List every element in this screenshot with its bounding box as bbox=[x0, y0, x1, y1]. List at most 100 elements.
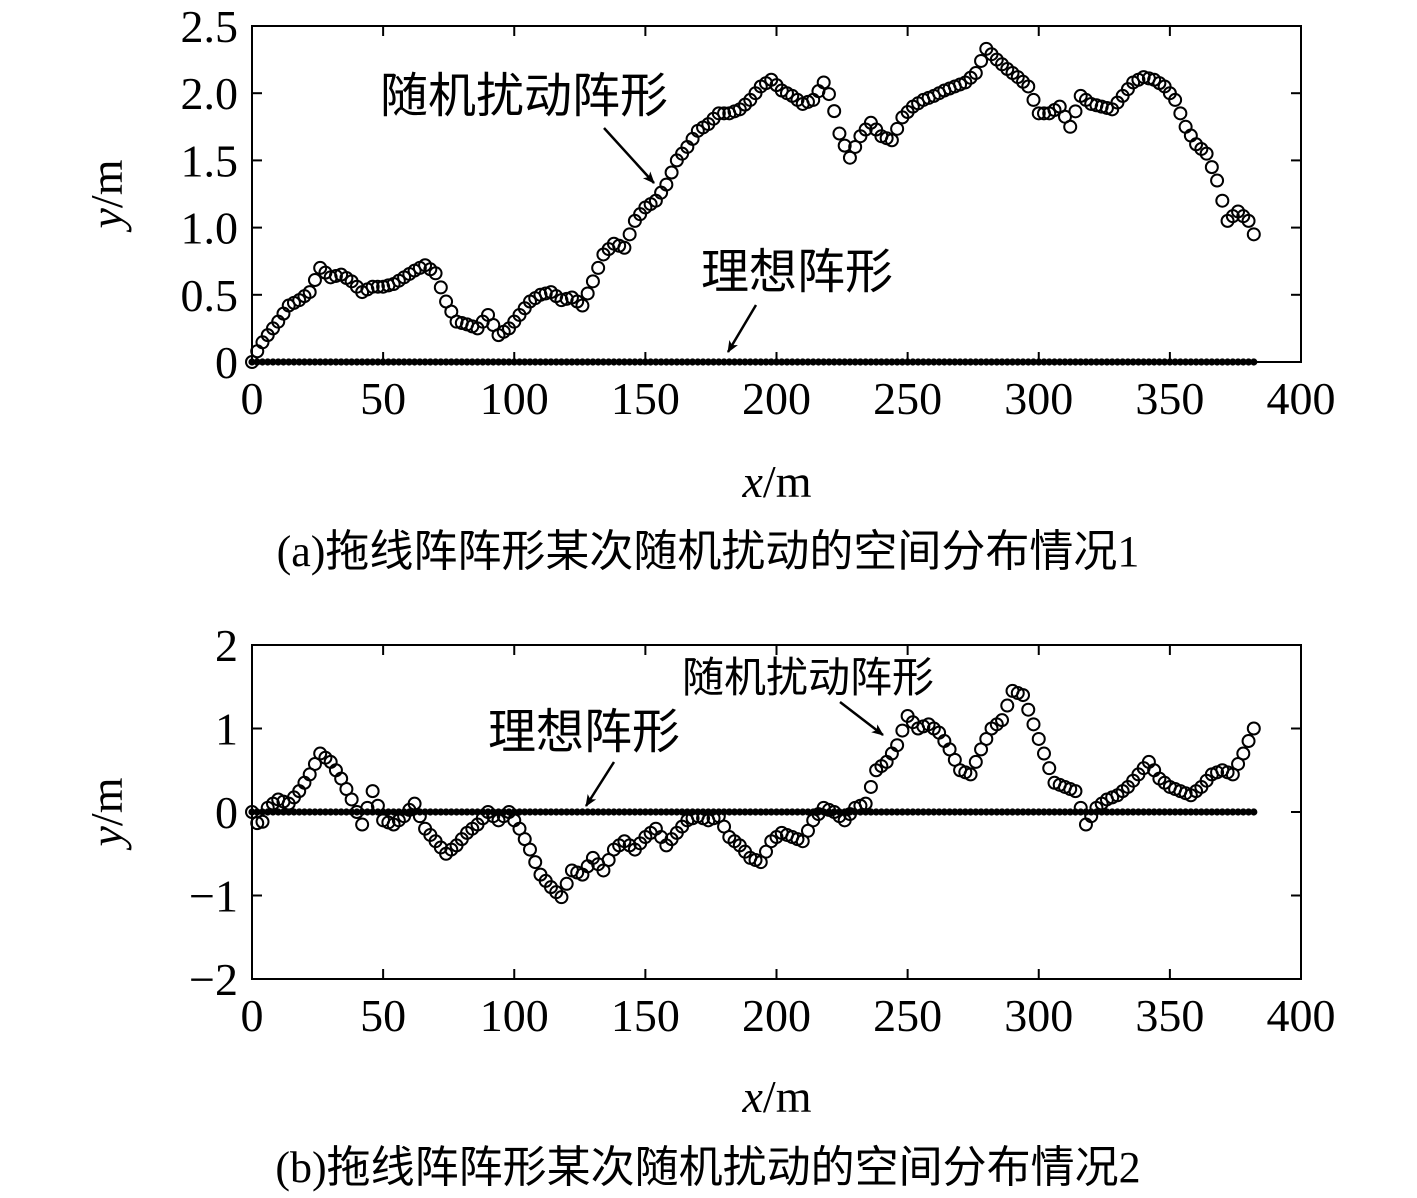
chart-b-point-ideal bbox=[400, 808, 408, 816]
chart-b-point-ideal bbox=[1056, 808, 1064, 816]
chart-b-point-disturbed bbox=[1241, 734, 1256, 749]
chart-a-point-ideal bbox=[369, 358, 377, 366]
chart-b-point-ideal bbox=[825, 808, 833, 816]
chart-a-point-ideal bbox=[788, 358, 796, 366]
chart-a-point-ideal bbox=[1113, 358, 1122, 366]
chart-a-point-ideal bbox=[930, 358, 938, 366]
chart-a-point-ideal bbox=[636, 358, 644, 366]
chart-a-point-ideal bbox=[1056, 358, 1064, 366]
chart-a-point-ideal bbox=[557, 358, 566, 366]
chart-b-point-disturbed bbox=[1068, 784, 1083, 799]
chart-b-point-ideal bbox=[463, 808, 471, 816]
chart-a-point-ideal bbox=[699, 358, 707, 366]
chart-a-point-ideal bbox=[945, 358, 954, 366]
chart-a-point-ideal bbox=[725, 358, 733, 366]
chart-b-point-ideal bbox=[673, 808, 681, 816]
chart-b-point-ideal bbox=[809, 808, 817, 816]
chart-a-point-ideal bbox=[846, 358, 854, 366]
chart-b-point-disturbed bbox=[995, 713, 1010, 728]
chart-b-point-ideal bbox=[379, 808, 387, 816]
chart-a-point-ideal bbox=[426, 358, 434, 366]
chart-b-ytick-label: 1 bbox=[215, 704, 238, 755]
chart-b-point-ideal bbox=[584, 808, 592, 816]
chart-b-point-ideal bbox=[363, 808, 371, 816]
chart-a-point-ideal bbox=[258, 358, 267, 366]
chart-b-point-ideal bbox=[877, 808, 886, 816]
chart-a-point-ideal bbox=[353, 358, 361, 366]
chart-a-point-ideal bbox=[851, 358, 859, 366]
chart-b-point-ideal bbox=[405, 808, 413, 816]
chart-b-point-ideal bbox=[814, 808, 823, 816]
chart-a-point-ideal bbox=[940, 358, 948, 366]
chart-b-point-ideal bbox=[321, 808, 330, 816]
chart-a-point-ideal bbox=[563, 358, 571, 366]
chart-b-point-disturbed bbox=[1246, 721, 1261, 736]
chart-b-point-ideal bbox=[1134, 808, 1143, 816]
chart-a-point-disturbed bbox=[1068, 104, 1083, 119]
chart-b-point-ideal bbox=[904, 808, 912, 816]
chart-b-point-ideal bbox=[437, 808, 445, 816]
chart-a-point-ideal bbox=[704, 358, 712, 366]
chart-b-point-ideal bbox=[1171, 808, 1179, 816]
chart-b-ytick-label: 2 bbox=[215, 620, 238, 671]
chart-b-point-ideal bbox=[1150, 808, 1158, 816]
chart-a-xtick-label: 150 bbox=[611, 373, 680, 424]
chart-b-point-ideal bbox=[390, 808, 398, 816]
chart-a-point-ideal bbox=[274, 358, 282, 366]
chart-b-point-disturbed bbox=[344, 792, 359, 807]
chart-a-point-ideal bbox=[888, 358, 896, 366]
chart-b-point-ideal bbox=[919, 808, 927, 816]
chart-a-xlabel: x/m bbox=[742, 456, 812, 507]
chart-b-point-ideal bbox=[757, 808, 765, 816]
chart-a-point-ideal bbox=[1019, 358, 1027, 366]
chart-b-point-ideal bbox=[1234, 808, 1242, 816]
chart-a-point-ideal bbox=[300, 358, 309, 366]
chart-b-point-ideal bbox=[730, 808, 739, 816]
chart-b-point-ideal bbox=[1239, 808, 1247, 816]
chart-a-point-ideal bbox=[835, 358, 844, 366]
chart-b-point-ideal bbox=[683, 808, 691, 816]
chart-b-xtick-label: 400 bbox=[1267, 990, 1336, 1041]
chart-a-point-ideal bbox=[1171, 358, 1179, 366]
chart-b-point-ideal bbox=[468, 808, 476, 816]
chart-b-point-ideal bbox=[269, 808, 277, 816]
chart-a-point-ideal bbox=[1050, 358, 1059, 366]
chart-b-point-ideal bbox=[431, 808, 440, 816]
chart-b-point-ideal bbox=[489, 808, 497, 816]
chart-b-point-disturbed bbox=[1000, 698, 1015, 713]
chart-b-point-ideal bbox=[594, 808, 602, 816]
chart-a-point-ideal bbox=[746, 358, 754, 366]
chart-b-point-ideal bbox=[563, 808, 571, 816]
chart-a-point-disturbed bbox=[250, 344, 265, 359]
chart-b-point-disturbed bbox=[522, 842, 537, 857]
chart-a-point-ideal bbox=[620, 358, 628, 366]
chart-a-point-ideal bbox=[395, 358, 403, 366]
chart-a-points-ideal bbox=[248, 358, 1258, 366]
chart-b-point-ideal bbox=[374, 808, 382, 816]
chart-a-point-ideal bbox=[468, 358, 476, 366]
chart-b-point-ideal bbox=[1124, 808, 1132, 816]
chart-a-point-ideal bbox=[1182, 358, 1190, 366]
chart-a-point-ideal bbox=[694, 358, 702, 366]
chart-a-point-ideal bbox=[1229, 358, 1237, 366]
chart-b-point-ideal bbox=[699, 808, 707, 816]
chart-a-point-ideal bbox=[1129, 358, 1137, 366]
chart-a-point-disturbed bbox=[1173, 106, 1188, 121]
chart-a-point-ideal bbox=[285, 358, 293, 366]
chart-a-point-ideal bbox=[657, 358, 665, 366]
chart-a-point-ideal bbox=[919, 358, 927, 366]
chart-a-point-ideal bbox=[673, 358, 681, 366]
chart-a-point-ideal bbox=[463, 358, 471, 366]
chart-a-point-disturbed bbox=[827, 104, 842, 119]
chart-b-point-ideal bbox=[578, 808, 587, 816]
chart-a-point-ideal bbox=[778, 358, 786, 366]
chart-a-point-ideal bbox=[1161, 358, 1169, 366]
chart-a-point-ideal bbox=[751, 358, 760, 366]
chart-a-point-ideal bbox=[809, 358, 817, 366]
chart-b-caption: (b)拖线阵阵形某次随机扰动的空间分布情况2 bbox=[275, 1143, 1140, 1192]
chart-b-point-ideal bbox=[1045, 808, 1053, 816]
chart-a-point-ideal bbox=[1218, 358, 1226, 366]
chart-b-point-ideal bbox=[977, 808, 985, 816]
chart-b-point-ideal bbox=[452, 808, 461, 816]
chart-b-point-ideal bbox=[678, 808, 686, 816]
